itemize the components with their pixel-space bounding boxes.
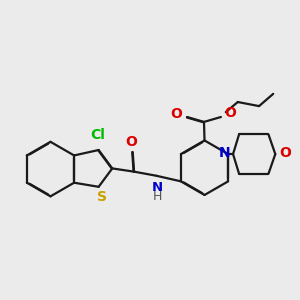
Text: Cl: Cl [90, 128, 105, 142]
Text: N: N [218, 146, 230, 160]
Text: N: N [152, 181, 163, 194]
Text: S: S [97, 190, 107, 204]
Text: H: H [153, 190, 162, 203]
Text: O: O [125, 135, 137, 149]
Text: O: O [170, 107, 182, 121]
Text: O: O [224, 106, 236, 120]
Text: O: O [280, 146, 292, 160]
